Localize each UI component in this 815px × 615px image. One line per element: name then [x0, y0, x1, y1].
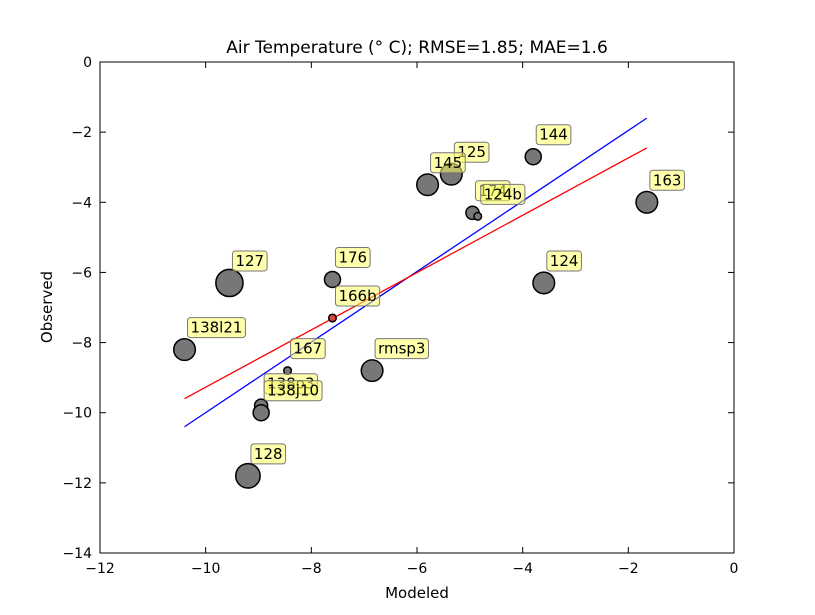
plot-area: −12 −10 −8 −6 −4 −2 00−2−4−6−8−10−12−141441251… — [62, 55, 738, 577]
y-tick-label: −4 — [71, 195, 92, 211]
data-point — [234, 462, 261, 489]
point-label: rmsp3 — [374, 338, 429, 360]
point-label: 124b — [480, 183, 526, 205]
point-label-box — [535, 124, 572, 146]
point-label-text: 124 — [550, 252, 579, 270]
x-tick-label: −2 — [618, 561, 639, 577]
point-label-box — [374, 338, 429, 360]
point-label-text: 176 — [338, 248, 367, 266]
data-point — [360, 359, 384, 383]
point-label-box — [250, 443, 287, 465]
y-tick-label: −6 — [71, 265, 92, 281]
point-label-box — [649, 169, 685, 191]
data-point — [532, 271, 556, 295]
point-label-text: 166b — [338, 287, 376, 305]
y-tick-label: −12 — [62, 476, 92, 492]
y-tick-label: −8 — [71, 336, 92, 352]
data-point — [172, 338, 197, 362]
fit-line-1 — [184, 117, 648, 428]
x-tick-label: −6 — [407, 561, 428, 577]
x-tick-label: −12 — [85, 561, 115, 577]
point-label-text: 127 — [235, 252, 264, 270]
point-label: 138l21 — [187, 317, 246, 339]
data-point — [635, 190, 659, 214]
point-label-box — [480, 183, 526, 205]
data-point — [323, 270, 342, 289]
y-tick-label: 0 — [83, 55, 92, 71]
point-label-box — [334, 285, 381, 307]
point-label: 166b — [334, 285, 381, 307]
point-label-box — [430, 152, 466, 174]
point-label-text: 124b — [484, 185, 522, 203]
y-tick-label: −14 — [62, 546, 92, 562]
point-label-box — [231, 250, 268, 272]
point-label: 128 — [250, 443, 287, 465]
axes-frame — [99, 61, 735, 554]
x-axis-label: Modeled — [385, 584, 449, 602]
point-label-text: 138l21 — [191, 319, 243, 337]
y-tick-label: −10 — [62, 406, 92, 422]
point-label-text: rmsp3 — [378, 340, 425, 358]
point-label-text: 163 — [653, 171, 682, 189]
data-point — [524, 147, 542, 166]
point-label-text: 144 — [539, 126, 568, 144]
data-point — [327, 313, 338, 323]
data-point — [416, 173, 440, 197]
point-label-text: 167 — [294, 340, 323, 358]
point-label: 176 — [334, 246, 371, 268]
point-label-box — [546, 250, 582, 272]
fit-line-2 — [184, 147, 648, 400]
x-tick-label: 0 — [730, 561, 739, 577]
point-label: 127 — [231, 250, 268, 272]
point-label-box — [263, 380, 323, 402]
point-label: 145 — [430, 152, 466, 174]
data-point — [215, 268, 244, 298]
x-tick-label: −4 — [512, 561, 533, 577]
point-label: 124 — [546, 250, 582, 272]
point-label: 163 — [649, 169, 685, 191]
x-tick-label: −8 — [301, 561, 322, 577]
point-label-box — [334, 246, 371, 268]
data-point — [252, 403, 270, 422]
y-axis-label: Observed — [38, 271, 56, 343]
point-label: 138j10 — [263, 380, 323, 402]
x-tick-label: −10 — [191, 561, 221, 577]
point-label: 167 — [290, 338, 326, 360]
y-tick-label: −2 — [71, 125, 92, 141]
chart-title: Air Temperature (° C); RMSE=1.85; MAE=1.… — [226, 38, 608, 58]
data-point — [473, 211, 483, 221]
point-label-box — [187, 317, 246, 339]
point-label: 144 — [535, 124, 572, 146]
point-label-box — [290, 338, 326, 360]
point-label-text: 138j10 — [267, 382, 319, 400]
point-label-text: 145 — [434, 154, 463, 172]
point-label-text: 128 — [254, 445, 283, 463]
